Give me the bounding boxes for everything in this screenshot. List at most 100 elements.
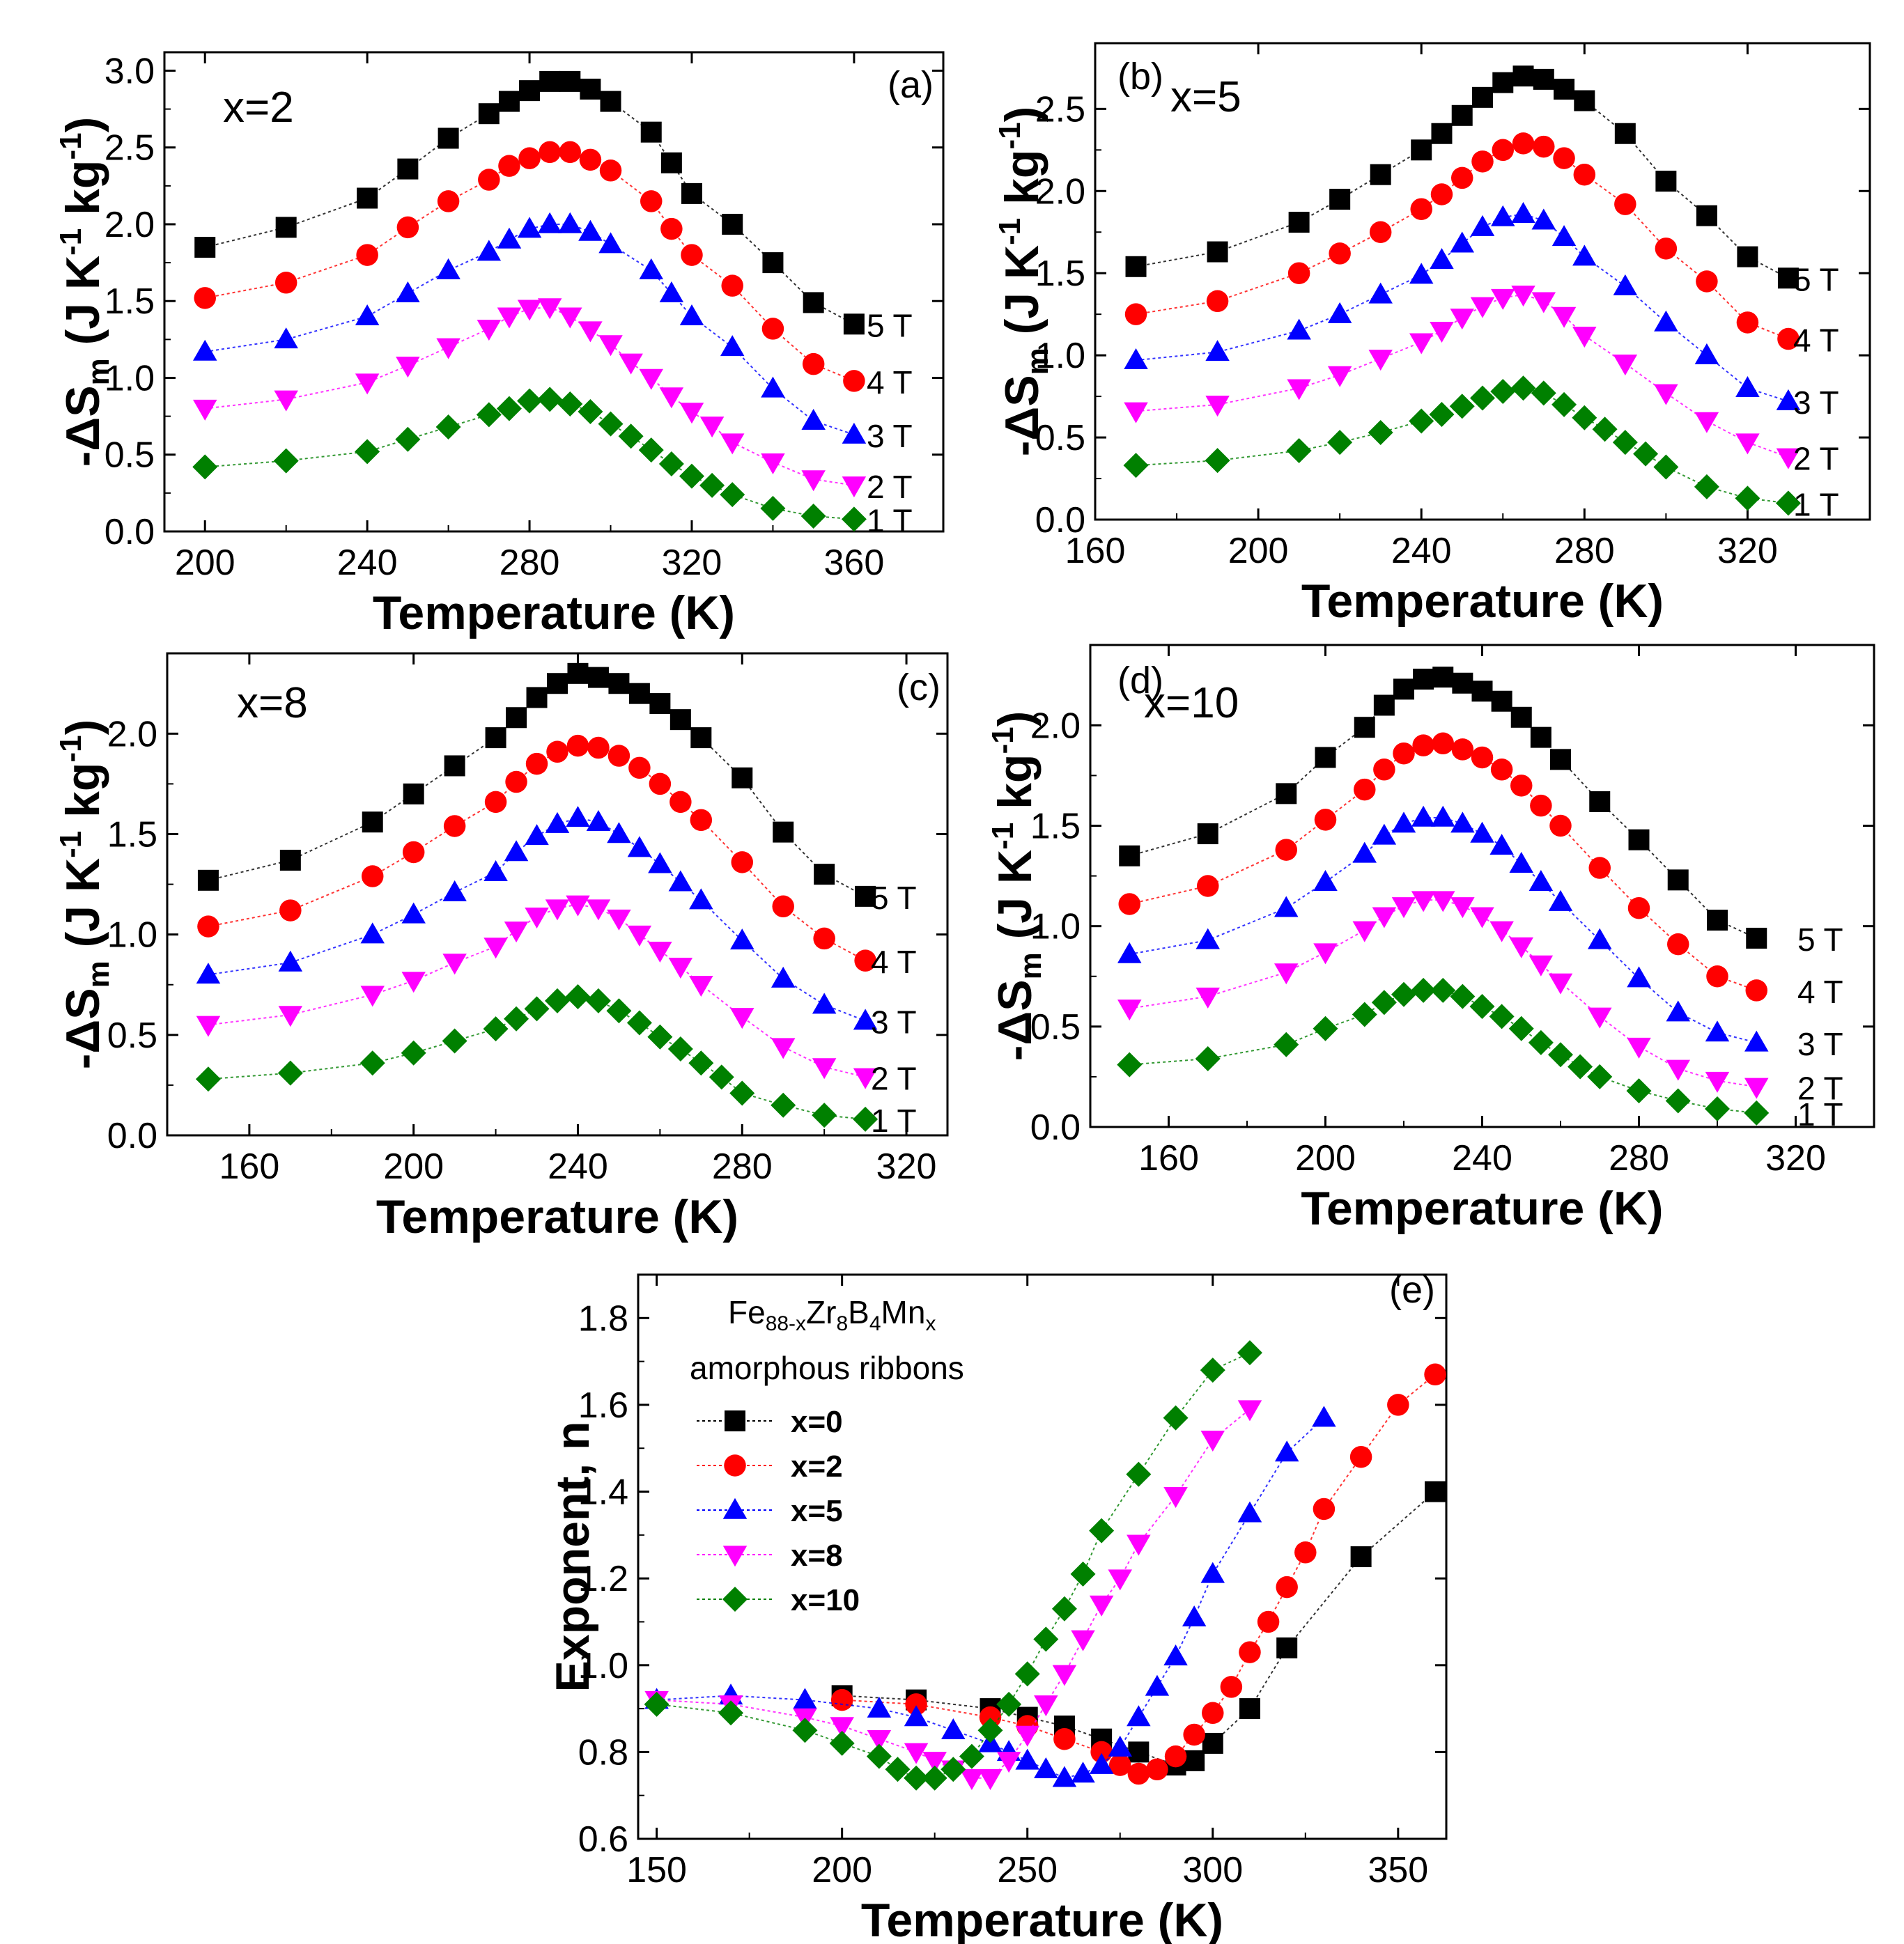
data-point bbox=[722, 1546, 748, 1567]
composition-label: x=10 bbox=[1144, 679, 1239, 727]
data-point bbox=[274, 390, 298, 412]
field-label: 2 T bbox=[1793, 440, 1839, 476]
data-point bbox=[1239, 1641, 1261, 1663]
data-point bbox=[483, 938, 508, 959]
panel-label: (c) bbox=[897, 667, 941, 708]
data-point bbox=[1777, 327, 1799, 350]
x-tick-label: 200 bbox=[812, 1850, 872, 1890]
field-label: 4 T bbox=[1797, 974, 1843, 1010]
y-tick-label: 0.0 bbox=[105, 512, 155, 552]
y-axis-title-part: -ΔS bbox=[989, 979, 1042, 1061]
plot-frame bbox=[1094, 42, 1871, 521]
data-point bbox=[1627, 966, 1651, 988]
data-point bbox=[1089, 1518, 1115, 1543]
data-point bbox=[842, 476, 867, 498]
data-point bbox=[1350, 1546, 1372, 1567]
data-point bbox=[1391, 981, 1416, 1007]
field-label: 4 T bbox=[871, 944, 917, 980]
series-2-t: 2 T bbox=[192, 298, 913, 505]
data-point bbox=[1430, 248, 1454, 270]
y-axis-title-part: -ΔS bbox=[56, 385, 109, 467]
data-point bbox=[1613, 274, 1638, 295]
data-point bbox=[1369, 221, 1392, 243]
data-point bbox=[1470, 385, 1495, 411]
x-tick-label: 150 bbox=[626, 1850, 687, 1890]
data-point bbox=[402, 841, 425, 864]
data-point bbox=[1550, 749, 1571, 770]
data-point bbox=[355, 373, 380, 395]
data-point bbox=[547, 673, 568, 694]
y-axis-title-part: -1 bbox=[54, 831, 88, 858]
data-point bbox=[1551, 391, 1577, 417]
data-point bbox=[1052, 1665, 1077, 1686]
data-point bbox=[1387, 1394, 1409, 1416]
data-point bbox=[476, 402, 502, 428]
data-point bbox=[679, 463, 704, 489]
data-point bbox=[1274, 896, 1299, 917]
y-axis-title-part: ) bbox=[996, 107, 1048, 123]
data-point bbox=[699, 472, 725, 498]
data-point bbox=[866, 1743, 892, 1769]
data-point bbox=[1666, 1059, 1690, 1081]
data-point bbox=[1288, 212, 1310, 233]
field-label: 3 T bbox=[1797, 1026, 1843, 1062]
y-axis-title-part: -1 bbox=[993, 122, 1027, 149]
data-point bbox=[196, 1016, 221, 1037]
data-point bbox=[578, 399, 603, 424]
data-point bbox=[830, 1717, 854, 1739]
field-label: 5 T bbox=[871, 880, 917, 916]
data-point bbox=[1735, 485, 1760, 511]
data-point bbox=[905, 1693, 927, 1716]
data-point bbox=[504, 840, 529, 862]
data-point bbox=[996, 1691, 1022, 1717]
data-point bbox=[1568, 1054, 1593, 1080]
data-point bbox=[1123, 453, 1149, 479]
data-point bbox=[720, 335, 745, 357]
data-point bbox=[580, 78, 601, 100]
data-point bbox=[1352, 1002, 1377, 1027]
data-point bbox=[1391, 897, 1416, 919]
data-point bbox=[659, 387, 684, 409]
series-1-t: 1 T bbox=[192, 387, 913, 538]
data-point bbox=[1315, 747, 1336, 768]
data-point bbox=[1626, 1078, 1652, 1104]
legend-title-part: Fe bbox=[728, 1294, 766, 1330]
data-point bbox=[1124, 402, 1148, 423]
data-point bbox=[1239, 1698, 1260, 1720]
data-point bbox=[1431, 123, 1453, 144]
data-point bbox=[681, 244, 703, 266]
data-point bbox=[1776, 389, 1801, 410]
data-point bbox=[648, 852, 672, 873]
data-point bbox=[689, 888, 713, 910]
data-point bbox=[1015, 1748, 1039, 1770]
x-tick-label: 240 bbox=[548, 1146, 608, 1187]
data-point bbox=[195, 1066, 221, 1092]
series-2-t: 2 T bbox=[1124, 286, 1839, 476]
data-point bbox=[587, 736, 610, 759]
x-tick-label: 200 bbox=[1228, 531, 1289, 571]
data-point bbox=[360, 922, 385, 944]
data-point bbox=[1200, 1431, 1225, 1452]
data-point bbox=[396, 216, 419, 239]
data-point bbox=[1450, 309, 1474, 330]
composition-label: x=2 bbox=[223, 84, 294, 132]
data-point bbox=[1775, 490, 1801, 516]
data-point bbox=[904, 1743, 929, 1764]
data-point bbox=[1470, 907, 1494, 928]
data-point bbox=[1352, 841, 1377, 863]
data-point bbox=[722, 1498, 748, 1519]
data-point bbox=[812, 1058, 837, 1080]
data-point bbox=[1205, 396, 1230, 417]
y-axis-title-part: m bbox=[1014, 952, 1048, 979]
series-5-t: 5 T bbox=[1119, 667, 1843, 958]
y-axis-title: -ΔSm (J K-1 kg-1) bbox=[54, 117, 116, 467]
data-point bbox=[1183, 1723, 1205, 1746]
data-point bbox=[1470, 297, 1495, 318]
data-point bbox=[1449, 394, 1475, 419]
data-point bbox=[545, 988, 570, 1013]
data-point bbox=[688, 1050, 714, 1076]
data-point bbox=[1589, 791, 1611, 812]
data-point bbox=[1124, 303, 1147, 325]
data-point bbox=[585, 988, 611, 1013]
data-point bbox=[732, 767, 753, 788]
